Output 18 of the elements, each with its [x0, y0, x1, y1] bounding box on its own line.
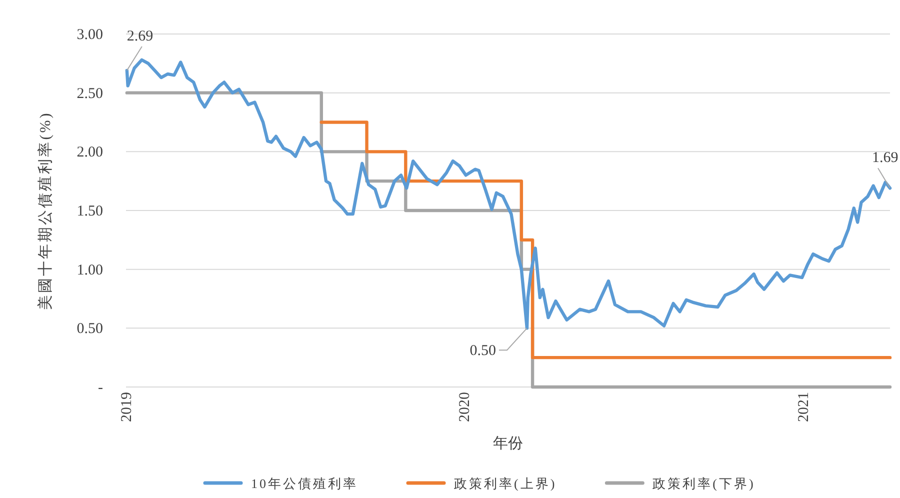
annotation: 2.69: [126, 28, 154, 44]
x-tick-label: 2020: [457, 392, 474, 422]
y-tick-label: 1.00: [76, 262, 103, 278]
y-tick-label: 1.50: [76, 204, 103, 220]
y-tick-label: 3.00: [76, 27, 103, 43]
x-tick-label: 2021: [796, 392, 812, 422]
y-axis-title: 美國十年期公債殖利率(%): [37, 111, 54, 310]
y-tick-label: 2.00: [76, 144, 103, 161]
annotation: 1.69: [872, 150, 898, 166]
y-tick-label: -: [98, 380, 103, 396]
x-tick-label: 2019: [119, 392, 135, 422]
legend-label: 10年公債殖利率: [251, 476, 358, 491]
legend-label: 政策利率(上界): [454, 476, 557, 491]
y-tick-label: 0.50: [76, 321, 103, 338]
y-tick-label: 2.50: [76, 86, 103, 102]
legend-label: 政策利率(下界): [652, 476, 756, 491]
x-axis-title: 年份: [493, 435, 523, 452]
annotation: 0.50: [470, 343, 496, 360]
